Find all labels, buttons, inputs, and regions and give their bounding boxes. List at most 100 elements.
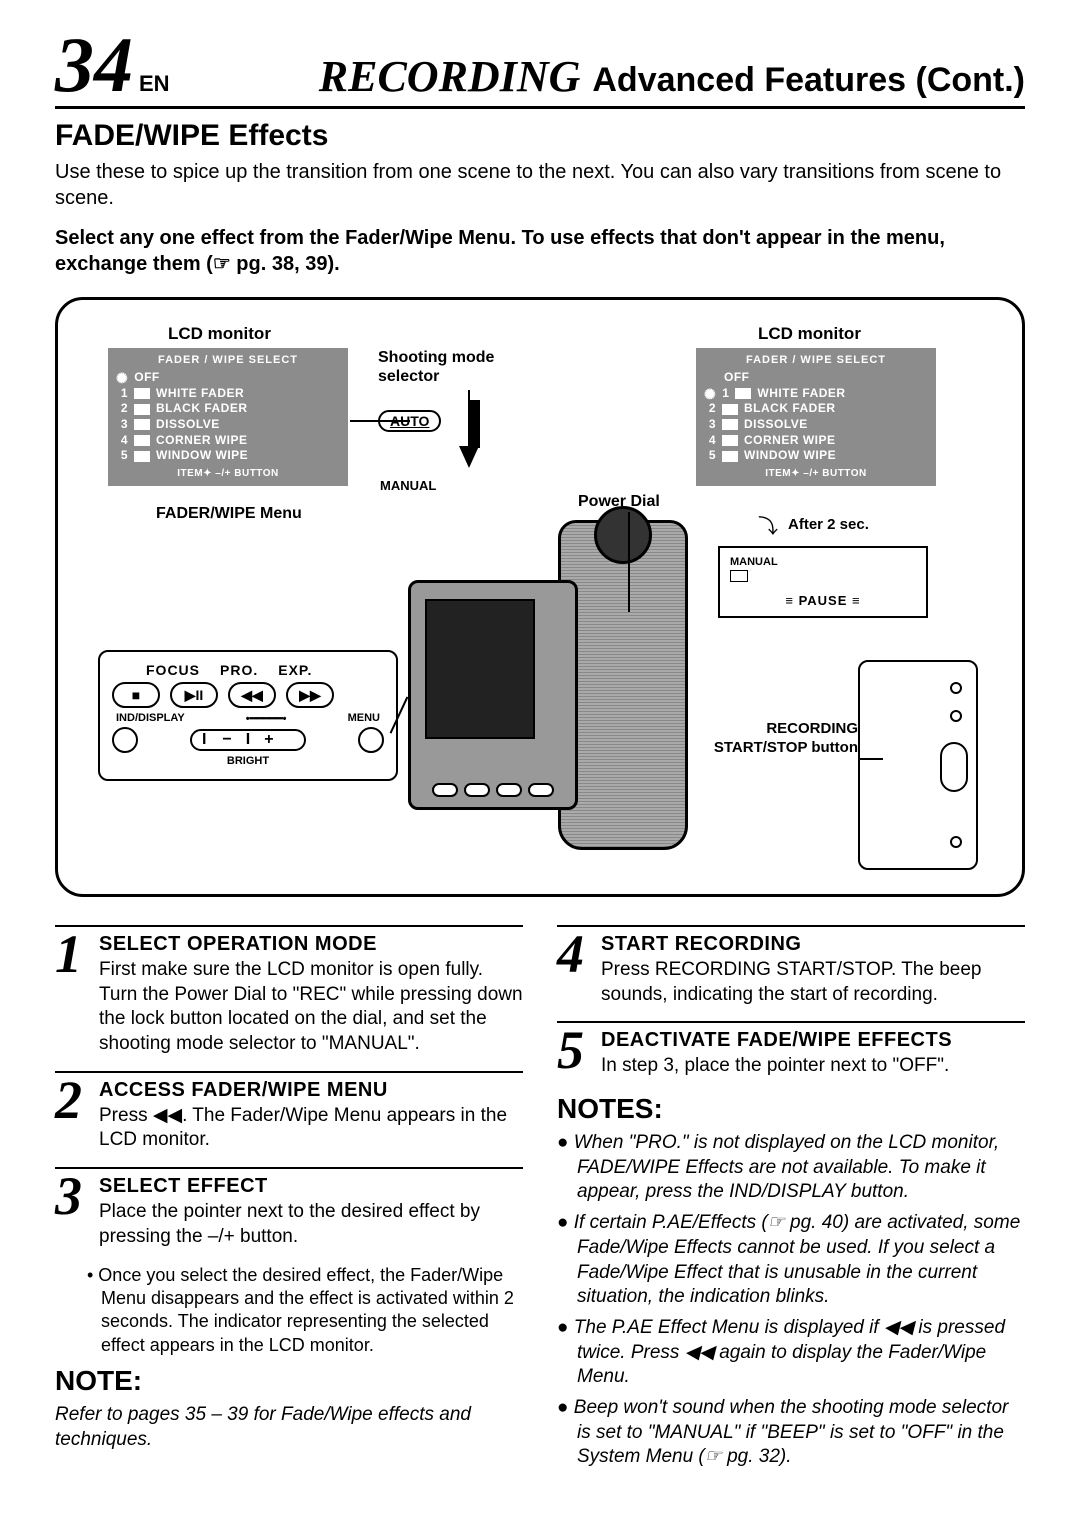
step-5-text: In step 3, place the pointer next to "OF… — [601, 1054, 1025, 1079]
step-5: 5 DEACTIVATE FADE/WIPE EFFECTS In step 3… — [557, 1021, 1025, 1079]
step-3-num: 3 — [55, 1175, 91, 1249]
pause-bars-right: ≡ — [852, 593, 861, 608]
bright-label: BRIGHT — [112, 755, 384, 767]
pointer-icon: ✺ — [704, 387, 716, 401]
fader-icon — [722, 451, 738, 462]
left-circle-button — [112, 727, 138, 753]
fader-icon — [722, 419, 738, 430]
after-2sec-label: After 2 sec. — [788, 516, 869, 533]
curved-arrow-icon: ⤵ — [758, 510, 778, 539]
step-3-bullet: • Once you select the desired effect, th… — [55, 1264, 523, 1358]
focus-label: FOCUS — [146, 662, 200, 678]
pointer-icon: ✺ — [116, 371, 128, 385]
stop-button: ■ — [112, 682, 160, 708]
note-left-title: NOTE: — [55, 1365, 523, 1397]
menu-caption: FADER/WIPE Menu — [156, 505, 302, 523]
lcd-menu-header: FADER / WIPE SELECT — [116, 353, 340, 370]
step-3-text: Place the pointer next to the desired ef… — [99, 1200, 523, 1249]
notes-item: If certain P.AE/Effects (☞ pg. 40) are a… — [557, 1211, 1025, 1310]
step-3: 3 SELECT EFFECT Place the pointer next t… — [55, 1167, 523, 1249]
section-title: FADE/WIPE Effects — [55, 119, 1025, 153]
arrow-shaft — [468, 400, 480, 448]
note-left-text: Refer to pages 35 – 39 for Fade/Wipe eff… — [55, 1403, 523, 1452]
rec-button-label: RECORDING START/STOP button — [708, 720, 858, 758]
page-lang: EN — [139, 71, 170, 97]
inddisplay-label: IND/DISPLAY — [116, 712, 185, 725]
step-5-title: DEACTIVATE FADE/WIPE EFFECTS — [601, 1029, 1025, 1052]
camcorder-flipscreen — [408, 580, 578, 810]
lcd-row-4: 4CORNER WIPE — [116, 433, 340, 449]
camcorder-lens — [594, 506, 652, 564]
step-3-title: SELECT EFFECT — [99, 1175, 523, 1198]
step-1-num: 1 — [55, 933, 91, 1057]
page-header: 34 EN RECORDING Advanced Features (Cont.… — [55, 30, 1025, 109]
wh-icon — [730, 570, 748, 582]
item-button-text: ITEM✦ –/+ BUTTON — [116, 464, 340, 480]
fader-icon — [134, 404, 150, 415]
step-1: 1 SELECT OPERATION MODE First make sure … — [55, 925, 523, 1057]
step-1-text: First make sure the LCD monitor is open … — [99, 958, 523, 1057]
lcd-off-row-r: OFF — [704, 370, 928, 386]
lcd-row-r5: 5WINDOW WIPE — [704, 448, 928, 464]
right-circle-button — [358, 727, 384, 753]
inddisp-row: IND/DISPLAY •━━━━━• MENU — [116, 712, 380, 725]
fader-icon — [722, 404, 738, 415]
fader-icon — [735, 388, 751, 399]
step-5-num: 5 — [557, 1029, 593, 1079]
fader-icon — [134, 435, 150, 446]
item-button-text-r: ITEM✦ –/+ BUTTON — [704, 464, 928, 480]
camcorder-illustration — [408, 510, 688, 870]
bright-i-left: I — [202, 731, 206, 749]
callout-line — [858, 758, 883, 760]
cam-btn — [464, 783, 490, 797]
exp-label: EXP. — [278, 662, 312, 678]
callout-line — [468, 390, 470, 402]
pause-row: ≡ PAUSE ≡ — [730, 593, 916, 608]
step-4: 4 START RECORDING Press RECORDING START/… — [557, 925, 1025, 1007]
rewind-button: ◀◀ — [228, 682, 276, 708]
lcd-left-panel: FADER / WIPE SELECT ✺ OFF 1WHITE FADER 2… — [108, 348, 348, 486]
pause-manual-tag: MANUAL — [730, 556, 916, 568]
header-title-italic: RECORDING — [319, 51, 581, 102]
lcd-row-r1: ✺1WHITE FADER — [704, 386, 928, 402]
step-4-title: START RECORDING — [601, 933, 1025, 956]
fader-icon — [134, 388, 150, 399]
left-column: 1 SELECT OPERATION MODE First make sure … — [55, 925, 523, 1476]
bottom-row: I −I+ — [112, 727, 384, 753]
lcd-row-r4: 4CORNER WIPE — [704, 433, 928, 449]
step-2-num: 2 — [55, 1079, 91, 1153]
side-rec-panel — [858, 660, 978, 870]
playpause-button: ▶II — [170, 682, 218, 708]
pause-bars-left: ≡ — [785, 593, 798, 608]
notes-item: Beep won't sound when the shooting mode … — [557, 1396, 1025, 1470]
steps-columns: 1 SELECT OPERATION MODE First make sure … — [55, 925, 1025, 1476]
lcd-right-panel: FADER / WIPE SELECT OFF ✺1WHITE FADER 2B… — [696, 348, 936, 486]
step-2-text: Press ◀◀. The Fader/Wipe Menu appears in… — [99, 1104, 523, 1153]
pause-label: PAUSE — [799, 593, 848, 608]
fader-icon — [134, 419, 150, 430]
dots: •━━━━━• — [246, 712, 287, 725]
pause-box: MANUAL ≡ PAUSE ≡ — [718, 546, 928, 618]
lcd-row-r3: 3DISSOLVE — [704, 417, 928, 433]
cam-btn — [432, 783, 458, 797]
notes-item: The P.AE Effect Menu is displayed if ◀◀ … — [557, 1316, 1025, 1390]
notes-item: When "PRO." is not displayed on the LCD … — [557, 1131, 1025, 1205]
rec-start-stop-button — [940, 742, 968, 792]
side-hole — [950, 682, 962, 694]
callout-line — [628, 512, 630, 612]
focus-row: FOCUS PRO. EXP. — [146, 662, 384, 678]
lcd-right-label: LCD monitor — [758, 324, 861, 344]
transport-row: ■ ▶II ◀◀ ▶▶ — [112, 682, 384, 708]
lcd-row-2: 2BLACK FADER — [116, 401, 340, 417]
menu-label: MENU — [348, 712, 380, 725]
step-1-title: SELECT OPERATION MODE — [99, 933, 523, 956]
lcd-off-label-r: OFF — [724, 370, 750, 386]
step-4-text: Press RECORDING START/STOP. The beep sou… — [601, 958, 1025, 1007]
diagram-box: LCD monitor FADER / WIPE SELECT ✺ OFF 1W… — [55, 297, 1025, 897]
pro-label: PRO. — [220, 662, 258, 678]
lcd-left-label: LCD monitor — [168, 324, 271, 344]
lcd-row-5: 5WINDOW WIPE — [116, 448, 340, 464]
callout-line — [350, 420, 410, 422]
side-hole — [950, 710, 962, 722]
ffwd-button: ▶▶ — [286, 682, 334, 708]
